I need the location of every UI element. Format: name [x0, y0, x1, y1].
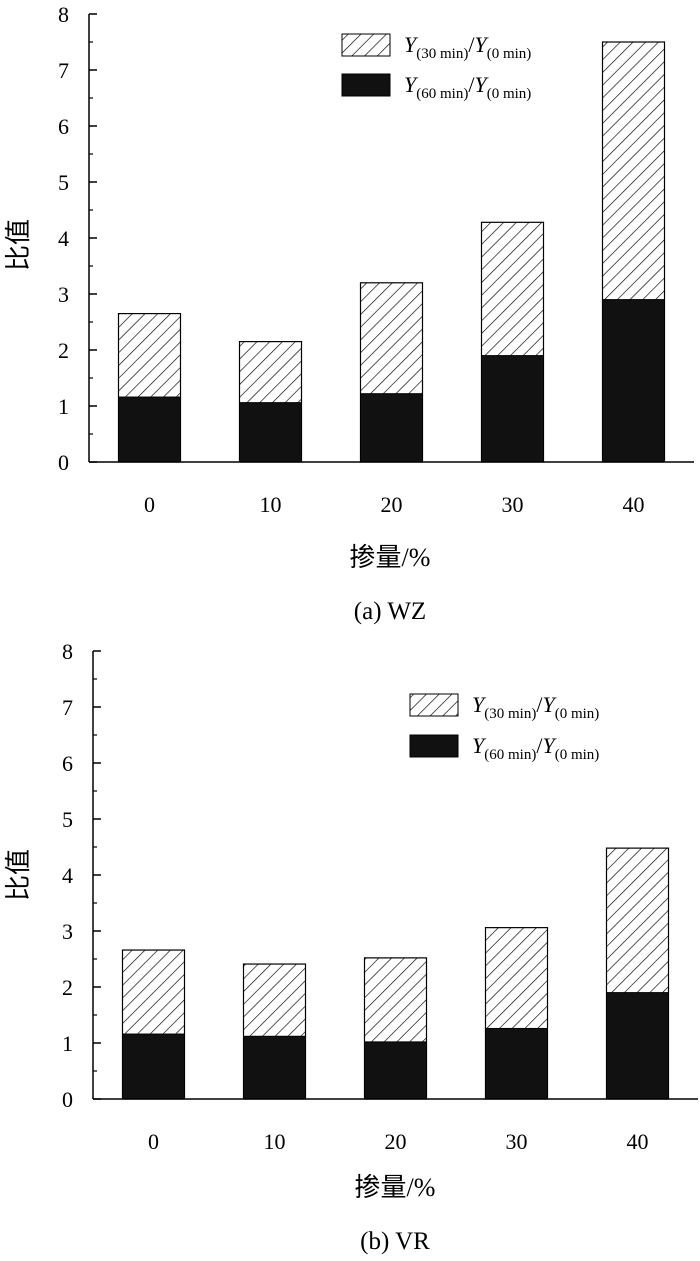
- x-axis-label: 掺量/%: [350, 543, 431, 572]
- x-tick-label-40: 40: [627, 1129, 649, 1154]
- y-tick-label-0: 0: [62, 1087, 73, 1112]
- bar-60min-30: [481, 355, 544, 463]
- axes: 0 10 20 30 40 0 1 2 3 4 5 6 7 8: [58, 2, 694, 517]
- legend-label-60min: Y(60 min)/Y(0 min): [404, 72, 531, 102]
- bar-60min-0: [122, 1033, 185, 1100]
- y-tick-label-4: 4: [62, 863, 73, 888]
- y-tick-label-7: 7: [58, 58, 69, 83]
- x-tick-label-0: 0: [148, 1129, 159, 1154]
- y-tick-label-5: 5: [62, 807, 73, 832]
- x-tick-label-30: 30: [502, 492, 524, 517]
- y-tick-label-8: 8: [58, 2, 69, 27]
- y-tick-label-2: 2: [58, 338, 69, 363]
- x-tick-label-30: 30: [506, 1129, 528, 1154]
- legend-swatch-solid: [409, 734, 459, 758]
- y-tick-label-3: 3: [58, 282, 69, 307]
- bar-60min-20: [360, 393, 423, 463]
- bar-60min-30: [485, 1027, 548, 1100]
- y-tick-label-0: 0: [58, 450, 69, 475]
- bar-60min-20: [364, 1041, 427, 1100]
- legend-swatch-hatch: [409, 693, 459, 717]
- chart-wz: 比值 0 10 20 30 40 0 1 2 3 4 5 6 7 8 Y(30 min)/Y(0 min)…: [4, 2, 694, 625]
- legend-swatch-hatch: [341, 33, 391, 57]
- x-tick-label-10: 10: [264, 1129, 286, 1154]
- legend: Y(30 min)/Y(0 min) Y(60 min)/Y(0 min): [341, 32, 531, 102]
- bar-60min-0: [118, 396, 181, 463]
- figure-caption: (a) WZ: [354, 598, 426, 625]
- x-tick-label-10: 10: [260, 492, 282, 517]
- x-tick-label-0: 0: [144, 492, 155, 517]
- y-tick-label-2: 2: [62, 975, 73, 1000]
- axes: 0 10 20 30 40 0 1 2 3 4 5 6 7 8: [62, 639, 698, 1154]
- bars-group: [121, 847, 670, 1100]
- y-tick-label-4: 4: [58, 226, 69, 251]
- y-tick-label-5: 5: [58, 170, 69, 195]
- y-axis-label: 比值: [4, 219, 33, 271]
- y-tick-label-7: 7: [62, 695, 73, 720]
- bars-group: [117, 41, 666, 463]
- y-tick-label-3: 3: [62, 919, 73, 944]
- figure-caption: (b) VR: [360, 1228, 430, 1255]
- y-tick-label-8: 8: [62, 639, 73, 664]
- bar-60min-40: [606, 992, 669, 1100]
- y-tick-label-6: 6: [58, 114, 69, 139]
- legend-swatch-solid: [341, 73, 391, 97]
- chart-vr: 比值 0 10 20 30 40 0 1 2 3 4 5 6 7 8 Y(30 min)/Y(0 min)…: [4, 639, 698, 1255]
- bar-60min-10: [243, 1035, 306, 1100]
- y-tick-label-1: 1: [58, 394, 69, 419]
- legend-label-30min: Y(30 min)/Y(0 min): [404, 32, 531, 62]
- legend: Y(30 min)/Y(0 min) Y(60 min)/Y(0 min): [409, 692, 599, 763]
- x-axis-label: 掺量/%: [355, 1173, 436, 1202]
- y-tick-label-1: 1: [62, 1031, 73, 1056]
- x-tick-label-20: 20: [385, 1129, 407, 1154]
- y-tick-label-6: 6: [62, 751, 73, 776]
- legend-label-60min: Y(60 min)/Y(0 min): [472, 733, 599, 763]
- x-tick-label-20: 20: [381, 492, 403, 517]
- legend-label-30min: Y(30 min)/Y(0 min): [472, 692, 599, 722]
- bar-60min-10: [239, 402, 302, 463]
- x-tick-label-40: 40: [623, 492, 645, 517]
- y-axis-label: 比值: [4, 849, 33, 901]
- bar-60min-40: [602, 299, 665, 463]
